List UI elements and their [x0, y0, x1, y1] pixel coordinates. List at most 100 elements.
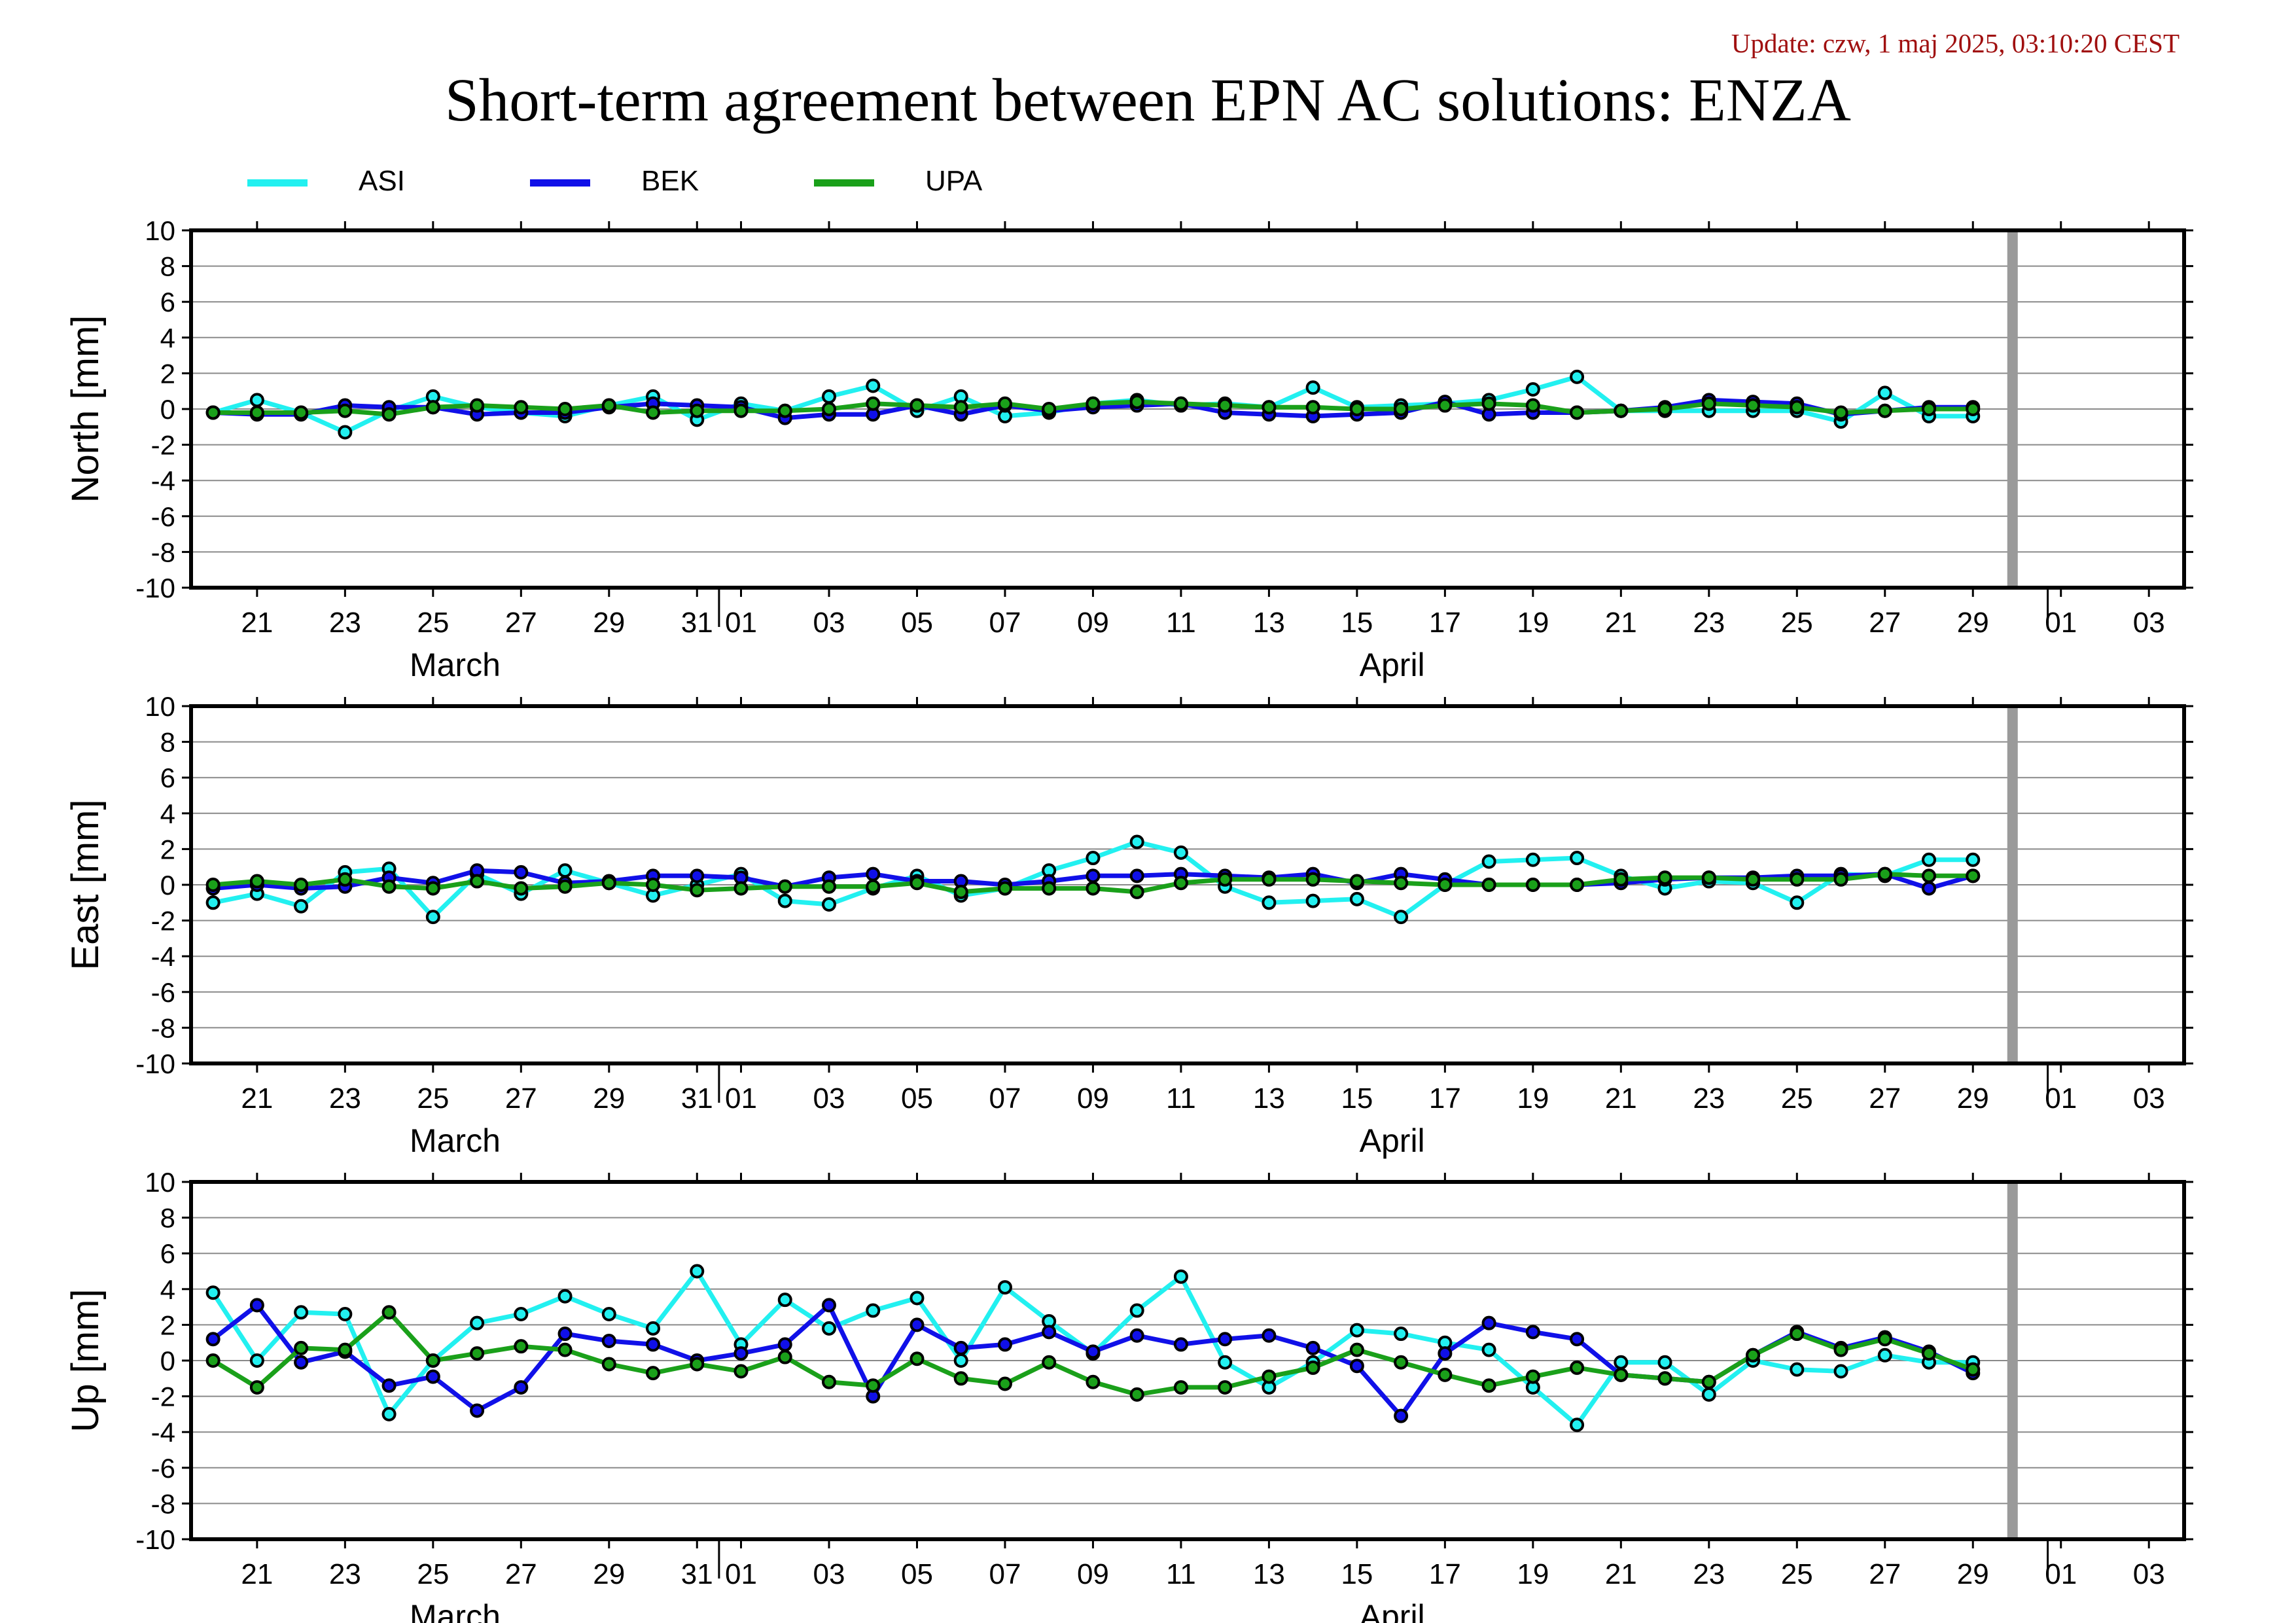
- data-point-upa: [1525, 398, 1540, 413]
- data-point-upa: [777, 1349, 792, 1364]
- data-point-bek: [1922, 881, 1937, 896]
- data-point-bek: [1086, 1344, 1101, 1359]
- data-point-upa: [425, 881, 440, 896]
- data-point-bek: [953, 1340, 968, 1355]
- x-tick-label: 21: [241, 607, 273, 639]
- data-point-asi: [249, 393, 264, 408]
- x-tick-label: 01: [2045, 607, 2077, 639]
- x-tick-label: 01: [2045, 1558, 2077, 1590]
- data-point-asi: [646, 1321, 661, 1336]
- data-point-asi: [1481, 1342, 1496, 1357]
- y-tick-label: -6: [151, 1453, 175, 1484]
- data-point-asi: [557, 863, 573, 878]
- x-tick-label: 23: [329, 607, 361, 639]
- x-tick-label: 21: [1605, 607, 1637, 639]
- x-tick-label: 29: [593, 1082, 625, 1115]
- data-point-asi: [1349, 1323, 1364, 1338]
- panel-2: 10 8 6 4 2 0 -2 -4 -6 -8 -10 East [mm] 21 23 25 27 29 31 0…: [64, 691, 2193, 1159]
- data-point-upa: [1922, 402, 1937, 416]
- data-point-upa: [1173, 396, 1188, 411]
- data-point-asi: [1173, 845, 1188, 860]
- data-point-upa: [1129, 884, 1144, 899]
- data-point-bek: [249, 1298, 264, 1313]
- data-point-bek: [1129, 868, 1144, 883]
- data-point-upa: [1173, 876, 1188, 891]
- data-point-asi: [1525, 382, 1540, 397]
- data-point-upa: [1833, 405, 1848, 420]
- data-point-upa: [1305, 1360, 1320, 1375]
- data-point-bek: [1438, 1346, 1453, 1361]
- data-point-upa: [733, 403, 749, 418]
- y-axis-label: East [mm]: [64, 799, 107, 970]
- data-point-upa: [953, 884, 968, 899]
- y-tick-label: 10: [145, 1167, 175, 1198]
- data-point-asi: [205, 895, 221, 910]
- x-tick-label: 13: [1253, 1082, 1285, 1115]
- y-tick-label: 4: [160, 798, 175, 829]
- x-tick-label: 25: [417, 1558, 449, 1590]
- data-point-asi: [777, 1293, 792, 1308]
- y-tick-label: 2: [160, 834, 175, 865]
- x-tick-label: 21: [1605, 1558, 1637, 1590]
- y-tick-label: 2: [160, 358, 175, 389]
- x-tick-label: 09: [1077, 1558, 1109, 1590]
- legend-swatch-upa: [814, 179, 874, 187]
- data-point-asi: [1833, 1364, 1848, 1379]
- data-point-asi: [1305, 380, 1320, 395]
- data-point-asi: [1570, 369, 1585, 384]
- data-point-asi: [1349, 891, 1364, 906]
- y-tick-label: 0: [160, 394, 175, 425]
- data-point-bek: [1570, 1332, 1585, 1347]
- data-point-asi: [1966, 852, 1981, 867]
- data-point-upa: [866, 879, 881, 894]
- data-point-upa: [1262, 872, 1277, 887]
- data-point-upa: [249, 874, 264, 889]
- x-tick-label: 29: [593, 1558, 625, 1590]
- y-tick-label: 4: [160, 1274, 175, 1305]
- data-point-upa: [557, 879, 573, 894]
- y-tick-label: -10: [135, 1048, 175, 1079]
- y-tick-label: 10: [145, 215, 175, 246]
- data-point-asi: [294, 899, 309, 914]
- data-point-asi: [866, 378, 881, 393]
- x-tick-label: 03: [813, 1558, 845, 1590]
- data-point-upa: [821, 1374, 836, 1389]
- y-tick-label: 6: [160, 287, 175, 317]
- x-tick-label: 13: [1253, 1558, 1285, 1590]
- x-tick-label: 15: [1341, 607, 1373, 639]
- y-tick-label: -4: [151, 941, 175, 972]
- x-tick-label: 29: [1957, 607, 1989, 639]
- data-point-upa: [1570, 1360, 1585, 1375]
- data-point-asi: [338, 1307, 353, 1322]
- data-point-upa: [733, 881, 749, 896]
- data-point-upa: [1438, 878, 1453, 892]
- chart-title: Short-term agreement between EPN AC solu…: [445, 67, 1851, 134]
- data-point-upa: [1086, 1374, 1101, 1389]
- plot-frame: [189, 228, 2186, 590]
- x-tick-label: 27: [505, 607, 537, 639]
- data-point-bek: [777, 1337, 792, 1352]
- data-point-bek: [381, 1378, 397, 1393]
- data-point-upa: [1481, 1378, 1496, 1393]
- data-point-upa: [601, 876, 616, 891]
- x-tick-label: 31: [681, 1558, 713, 1590]
- data-point-upa: [1790, 872, 1805, 887]
- data-point-upa: [205, 1353, 221, 1368]
- y-axis-label: Up [mm]: [64, 1289, 107, 1432]
- data-point-upa: [997, 881, 1012, 896]
- y-tick-label: 0: [160, 1346, 175, 1376]
- data-point-asi: [601, 1307, 616, 1322]
- x-tick-label: 19: [1517, 607, 1549, 639]
- data-point-upa: [866, 396, 881, 411]
- x-tick-label: 17: [1429, 1558, 1461, 1590]
- x-tick-label: 07: [989, 1082, 1021, 1115]
- x-tick-label: 01: [725, 1082, 757, 1115]
- data-point-upa: [425, 1353, 440, 1368]
- month-label: March: [410, 1122, 501, 1159]
- x-tick-label: 21: [241, 1082, 273, 1115]
- data-point-upa: [1129, 1387, 1144, 1402]
- data-point-asi: [1394, 910, 1409, 925]
- panel-1: 10 8 6 4 2 0 -2 -4 -6 -8 -10 North [mm] 21 23 25 27 29 31…: [64, 215, 2193, 683]
- x-tick-label: 15: [1341, 1082, 1373, 1115]
